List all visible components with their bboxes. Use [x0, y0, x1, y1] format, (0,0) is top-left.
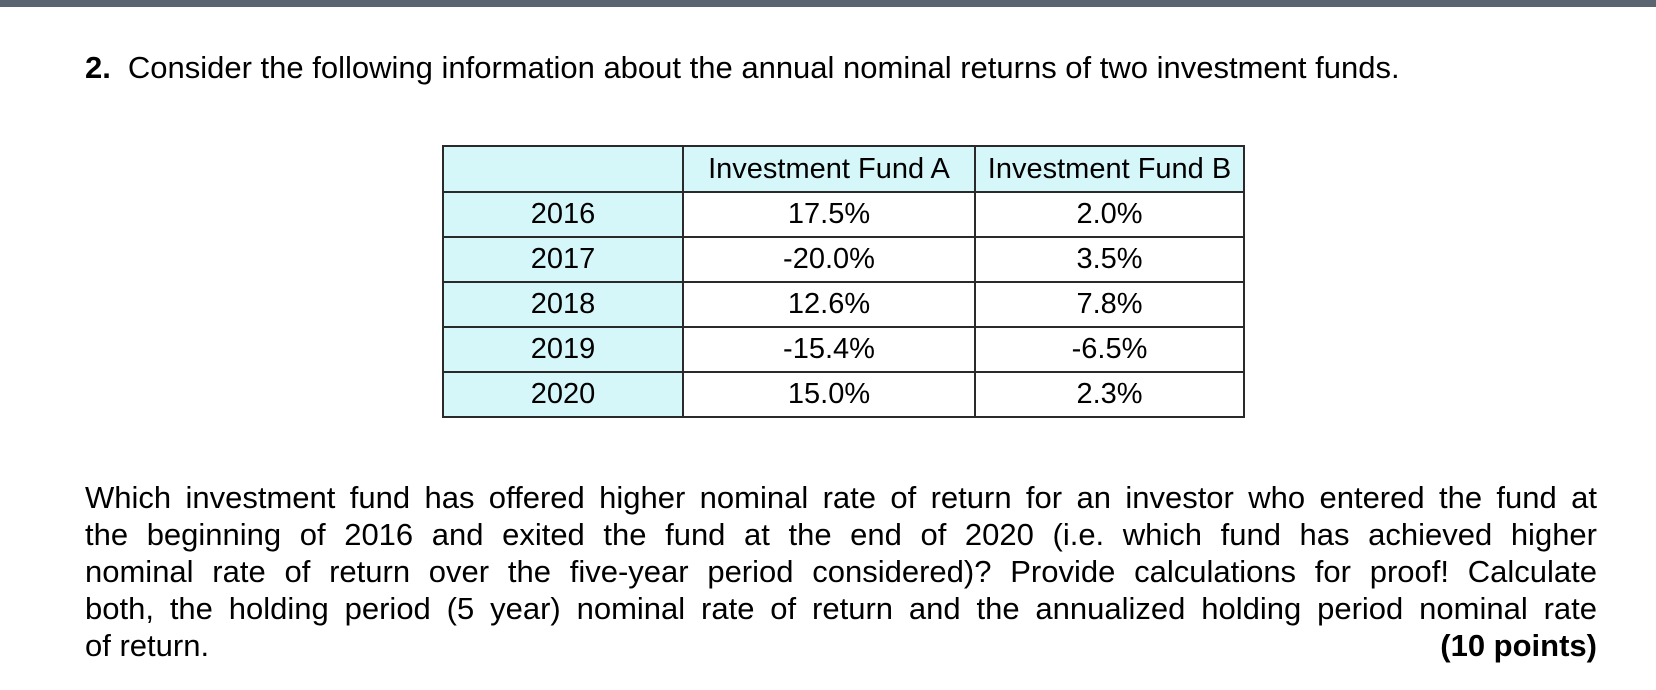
question-text: Consider the following information about… — [127, 50, 1400, 85]
fund-b-cell: 7.8% — [974, 281, 1245, 328]
paragraph-line: Which investment fund has offered higher… — [85, 480, 1597, 515]
table-row: 2017 -20.0% 3.5% — [442, 236, 1245, 283]
table-row: 2018 12.6% 7.8% — [442, 281, 1245, 328]
fund-b-cell: 2.3% — [974, 371, 1245, 418]
year-cell: 2020 — [442, 371, 684, 418]
table-row: 2016 17.5% 2.0% — [442, 191, 1245, 238]
fund-b-cell: -6.5% — [974, 326, 1245, 373]
paragraph-line: both, the holding period (5 year) nomina… — [85, 591, 1597, 626]
paragraph-line: the beginning of 2016 and exited the fun… — [85, 517, 1597, 552]
question-paragraph: Which investment fund has offered higher… — [85, 479, 1597, 664]
year-cell: 2019 — [442, 326, 684, 373]
fund-a-cell: 12.6% — [682, 281, 976, 328]
table-row: 2020 15.0% 2.3% — [442, 371, 1245, 418]
points-label: (10 points) — [1440, 628, 1597, 663]
paragraph-last-text: of return. — [85, 628, 210, 663]
table-header-row: Investment Fund A Investment Fund B — [442, 145, 1245, 193]
fund-a-cell: -20.0% — [682, 236, 976, 283]
paragraph-last-line: of return. (10 points) — [85, 627, 1597, 664]
paragraph-line: nominal rate of return over the five-yea… — [85, 554, 1597, 589]
question-heading: 2. Consider the following information abo… — [85, 49, 1605, 86]
column-header-fund-b: Investment Fund B — [974, 145, 1245, 193]
fund-a-cell: 17.5% — [682, 191, 976, 238]
returns-table: Investment Fund A Investment Fund B 2016… — [442, 145, 1245, 418]
question-number: 2. — [85, 50, 111, 85]
fund-a-cell: 15.0% — [682, 371, 976, 418]
window-top-bar — [0, 0, 1656, 7]
table-corner-cell — [442, 145, 684, 193]
fund-a-cell: -15.4% — [682, 326, 976, 373]
fund-b-cell: 3.5% — [974, 236, 1245, 283]
year-cell: 2018 — [442, 281, 684, 328]
column-header-fund-a: Investment Fund A — [682, 145, 976, 193]
year-cell: 2017 — [442, 236, 684, 283]
year-cell: 2016 — [442, 191, 684, 238]
fund-b-cell: 2.0% — [974, 191, 1245, 238]
table-row: 2019 -15.4% -6.5% — [442, 326, 1245, 373]
